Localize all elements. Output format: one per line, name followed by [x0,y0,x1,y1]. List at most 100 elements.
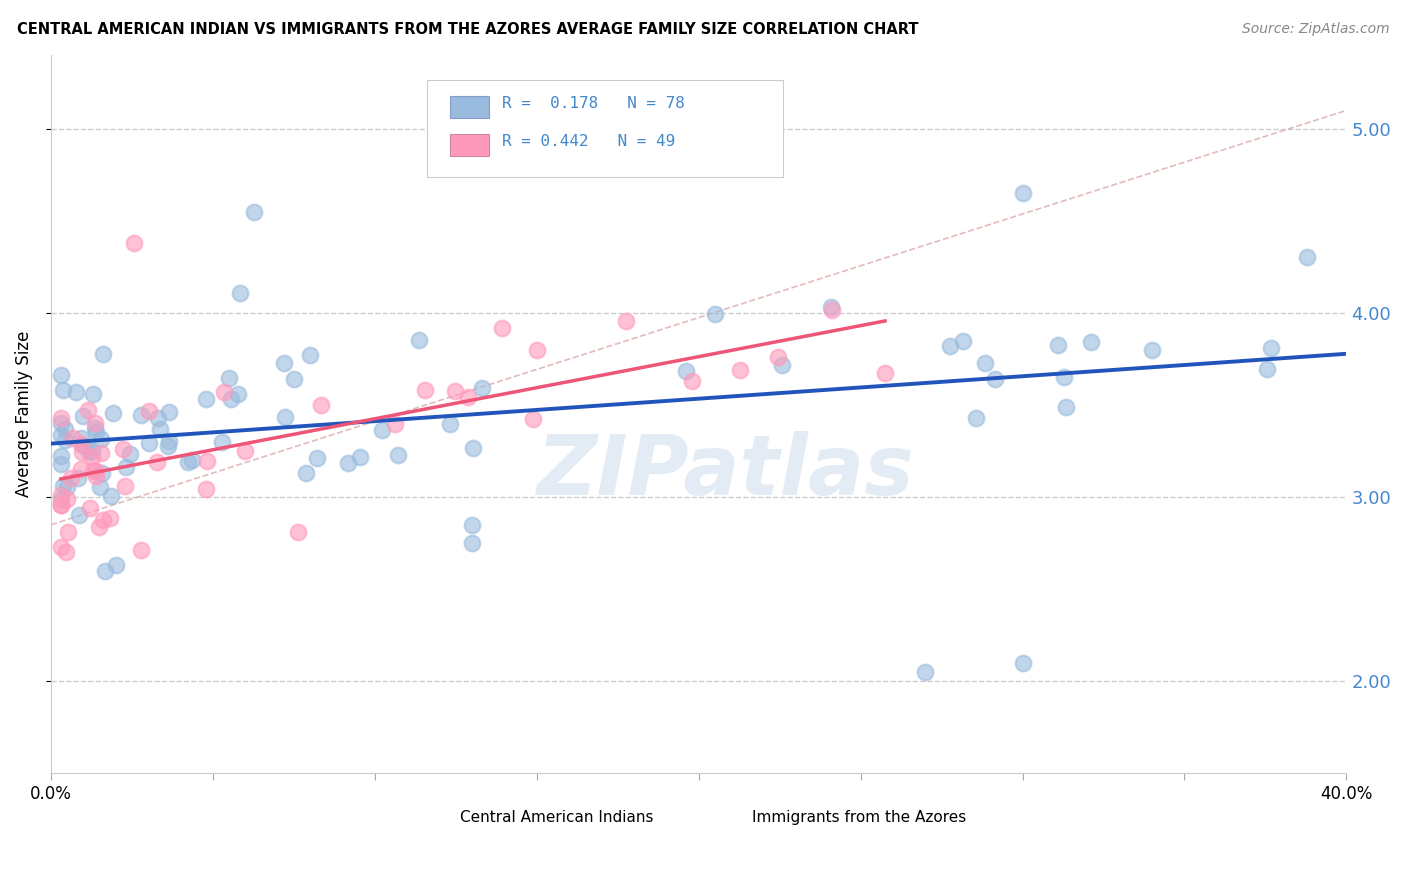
Point [211,434,233,449]
Point [491,320,513,334]
Point [62,431,84,445]
Point [84,425,107,439]
Point [56,525,79,540]
Point [287,525,309,540]
Point [526,343,548,358]
Point [49,416,72,430]
Point [461,517,484,532]
Point [55,545,77,559]
Point [138,436,160,450]
Point [94,564,117,578]
FancyBboxPatch shape [426,80,783,178]
Point [100,489,122,503]
Point [146,410,169,425]
Point [371,424,394,438]
Point [965,411,987,425]
Point [952,334,974,348]
Point [72,409,94,423]
Text: Source: ZipAtlas.com: Source: ZipAtlas.com [1241,22,1389,37]
Point [1054,401,1077,415]
Point [1011,656,1033,670]
Point [218,371,240,385]
Point [90,466,112,480]
Point [157,439,180,453]
Point [70,431,93,445]
Point [1011,186,1033,201]
Point [65,385,87,400]
Point [49,493,72,508]
Point [177,454,200,468]
Point [49,488,72,502]
Point [49,450,72,464]
FancyBboxPatch shape [426,812,456,826]
Point [129,543,152,558]
Point [1140,343,1163,357]
Point [772,359,794,373]
Point [52,479,75,493]
Point [53,422,76,436]
Point [56,480,79,494]
Point [939,339,962,353]
Point [82,463,104,477]
Point [522,412,544,426]
Point [728,362,751,376]
Point [408,333,430,347]
Point [157,434,180,449]
Point [82,443,104,458]
Point [1053,370,1076,384]
Point [195,453,218,467]
Text: ZIPatlas: ZIPatlas [536,431,914,512]
Point [129,408,152,422]
Point [675,364,697,378]
Point [49,498,72,512]
Point [299,348,322,362]
Point [1260,341,1282,355]
Point [49,457,72,471]
Point [1046,338,1069,352]
Point [214,384,236,399]
Point [111,442,134,456]
Point [49,411,72,425]
Point [49,428,72,442]
Point [91,513,114,527]
Point [274,410,297,425]
Point [294,466,316,480]
Point [349,450,371,465]
Point [91,347,114,361]
Point [149,422,172,436]
Point [471,381,494,395]
Point [766,350,789,364]
Point [283,372,305,386]
FancyBboxPatch shape [450,134,489,156]
Point [83,416,105,430]
Point [307,451,329,466]
Text: R = 0.442   N = 49: R = 0.442 N = 49 [502,134,675,149]
Point [70,445,93,459]
Point [336,456,359,470]
Point [226,387,249,401]
Point [105,558,128,573]
Point [1080,335,1102,350]
Point [243,204,266,219]
Point [73,439,96,453]
Point [229,286,252,301]
Point [90,446,112,460]
Point [84,421,107,435]
Point [55,492,77,507]
Point [49,498,72,512]
Point [87,520,110,534]
Point [984,372,1007,386]
Point [114,479,136,493]
Point [439,417,461,431]
Point [413,384,436,398]
Point [233,443,256,458]
Point [873,366,896,380]
Point [53,433,76,447]
Point [821,303,844,318]
Point [703,307,725,321]
Text: R =  0.178   N = 78: R = 0.178 N = 78 [502,95,685,111]
Point [681,374,703,388]
Point [1256,361,1278,376]
Point [79,501,101,516]
Point [49,368,72,382]
